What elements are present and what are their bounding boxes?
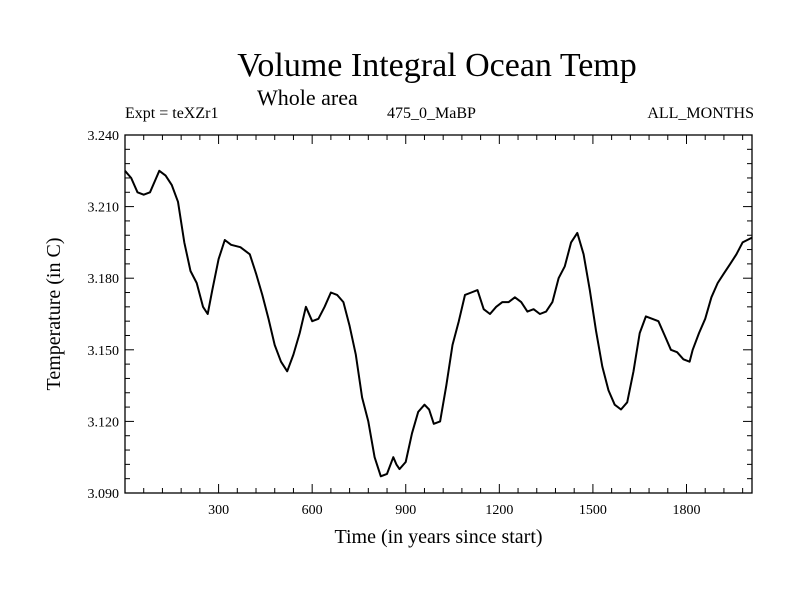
experiment-label: Expt = teXZr1 bbox=[125, 105, 219, 122]
y-tick-labels: 3.090 3.120 3.150 3.180 3.210 3.240 bbox=[88, 129, 120, 502]
chart-title: Volume Integral Ocean Temp bbox=[237, 47, 637, 84]
chart-subtitle: Whole area bbox=[257, 85, 358, 110]
x-tick-label: 900 bbox=[395, 503, 416, 518]
x-axis-label: Time (in years since start) bbox=[334, 526, 542, 548]
y-tick-label: 3.090 bbox=[88, 487, 120, 502]
y-tick-label: 3.210 bbox=[88, 201, 120, 216]
plot-frame bbox=[124, 134, 753, 494]
months-label: ALL_MONTHS bbox=[647, 105, 754, 122]
x-tick-labels: 300 600 900 1200 1500 1800 bbox=[208, 503, 700, 518]
y-tick-label: 3.180 bbox=[88, 272, 120, 287]
x-tick-label: 1800 bbox=[672, 503, 700, 518]
y-tick-label: 3.150 bbox=[88, 344, 120, 359]
x-tick-label: 600 bbox=[302, 503, 323, 518]
series-line-ocean-temp bbox=[124, 169, 753, 478]
period-label: 475_0_MaBP bbox=[387, 105, 476, 122]
y-tick-label: 3.240 bbox=[88, 129, 120, 144]
x-tick-label: 300 bbox=[208, 503, 229, 518]
y-tick-label: 3.120 bbox=[88, 415, 120, 430]
x-tick-label: 1500 bbox=[579, 503, 607, 518]
x-tick-label: 1200 bbox=[485, 503, 513, 518]
y-axis-label: Temperature (in C) bbox=[43, 238, 65, 391]
axis-ticks bbox=[125, 135, 752, 493]
